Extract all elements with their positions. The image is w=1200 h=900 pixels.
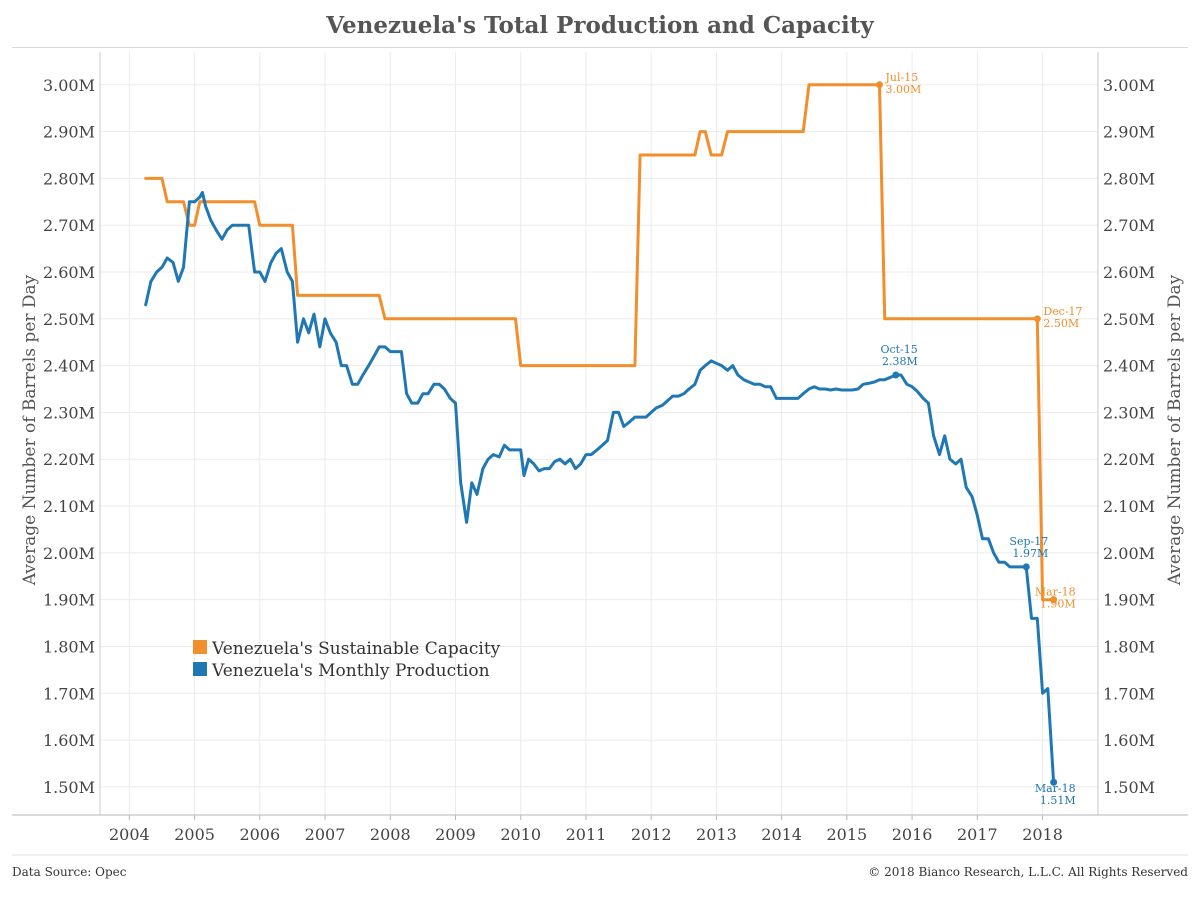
annotation-value: 1.90M xyxy=(1040,598,1076,611)
x-tick-label: 2008 xyxy=(370,825,411,844)
annotation-date: Dec-17 xyxy=(1043,305,1082,318)
legend: Venezuela's Sustainable Capacity Venezue… xyxy=(193,639,501,681)
y-tick-label-left: 2.70M xyxy=(43,216,95,235)
y-tick-label-right: 2.70M xyxy=(1103,216,1155,235)
annotation-date: Jul-15 xyxy=(884,71,918,84)
y-tick-label-right: 3.00M xyxy=(1103,76,1155,95)
chart-title: Venezuela's Total Production and Capacit… xyxy=(326,12,874,39)
x-tick-label: 2011 xyxy=(566,825,607,844)
annotation-date: Mar-18 xyxy=(1035,782,1076,795)
y-tick-label-right: 2.80M xyxy=(1103,169,1155,188)
annotation-value: 1.97M xyxy=(1012,547,1048,560)
title-divider xyxy=(12,47,1188,48)
y-tick-label-right: 2.00M xyxy=(1103,544,1155,563)
legend-label-capacity: Venezuela's Sustainable Capacity xyxy=(211,639,501,659)
y-axis-left: 1.50M 1.60M 1.70M 1.80M 1.90M 2.00M 2.10M 2.20M… xyxy=(43,76,95,797)
x-tick-label: 2017 xyxy=(957,825,998,844)
x-axis: 2004 2005 2006 2007 2008 2009 2010 2011 2012 2013… xyxy=(109,815,1063,844)
series-lines xyxy=(144,83,1056,784)
y-tick-label-right: 2.20M xyxy=(1103,450,1155,469)
annotation-value: 3.00M xyxy=(885,83,921,96)
x-tick-label: 2005 xyxy=(174,825,215,844)
annotation-marker xyxy=(1022,563,1030,571)
annotation-marker xyxy=(1033,315,1041,323)
y-tick-label-left: 2.60M xyxy=(43,263,95,282)
y-tick-label-right: 1.50M xyxy=(1103,778,1155,797)
plot-frame xyxy=(12,52,1188,856)
y-tick-label-left: 2.40M xyxy=(43,357,95,376)
y-tick-label-right: 2.60M xyxy=(1103,263,1155,282)
y-tick-label-right: 2.30M xyxy=(1103,403,1155,422)
y-axis-title-left: Average Number of Barrels per Day xyxy=(20,274,40,586)
y-tick-label-left: 1.90M xyxy=(43,591,95,610)
production-line xyxy=(144,190,1056,784)
y-tick-label-right: 2.10M xyxy=(1103,497,1155,516)
copyright-note: © 2018 Bianco Research, L.L.C. All Right… xyxy=(868,865,1188,879)
annotation-value: 2.38M xyxy=(882,355,918,368)
legend-swatch-capacity xyxy=(193,640,207,654)
annotation-date: Mar-18 xyxy=(1035,586,1076,599)
y-tick-label-right: 2.50M xyxy=(1103,310,1155,329)
annotation-value: 1.51M xyxy=(1040,794,1076,807)
capacity-line xyxy=(144,83,1056,602)
x-tick-label: 2009 xyxy=(435,825,476,844)
annotation-date: Sep-17 xyxy=(1009,535,1048,548)
annotation-marker xyxy=(1050,778,1058,786)
x-tick-label: 2013 xyxy=(696,825,737,844)
x-tick-label: 2016 xyxy=(892,825,933,844)
y-tick-label-left: 2.30M xyxy=(43,403,95,422)
y-tick-label-left: 1.70M xyxy=(43,684,95,703)
point-annotations: Jul-153.00MDec-172.50MMar-181.90MOct-152… xyxy=(875,71,1083,807)
y-tick-label-left: 2.90M xyxy=(43,123,95,142)
x-tick-label: 2007 xyxy=(305,825,346,844)
y-tick-label-right: 1.90M xyxy=(1103,591,1155,610)
annotation-marker xyxy=(875,81,883,89)
y-axis-title-right: Average Number of Barrels per Day xyxy=(1165,274,1185,586)
y-tick-label-left: 3.00M xyxy=(43,76,95,95)
y-tick-label-right: 2.40M xyxy=(1103,357,1155,376)
y-axis-right: 1.50M 1.60M 1.70M 1.80M 1.90M 2.00M 2.10M 2.20M… xyxy=(1103,76,1155,797)
x-tick-label: 2018 xyxy=(1022,825,1063,844)
legend-label-production: Venezuela's Monthly Production xyxy=(211,661,490,681)
annotation-marker xyxy=(892,371,900,379)
y-tick-label-left: 1.60M xyxy=(43,731,95,750)
annotation-date: Oct-15 xyxy=(880,343,917,356)
x-tick-label: 2010 xyxy=(500,825,541,844)
y-tick-label-right: 1.80M xyxy=(1103,637,1155,656)
x-tick-label: 2015 xyxy=(827,825,868,844)
y-tick-label-left: 2.50M xyxy=(43,310,95,329)
legend-swatch-production xyxy=(193,662,207,676)
y-tick-label-left: 1.50M xyxy=(43,778,95,797)
y-tick-label-right: 1.60M xyxy=(1103,731,1155,750)
x-tick-label: 2012 xyxy=(631,825,672,844)
annotation-marker xyxy=(1050,596,1058,604)
y-tick-label-right: 1.70M xyxy=(1103,684,1155,703)
y-tick-label-left: 1.80M xyxy=(43,637,95,656)
x-tick-label: 2006 xyxy=(239,825,280,844)
data-source-note: Data Source: Opec xyxy=(12,865,127,879)
annotation-value: 2.50M xyxy=(1043,317,1079,330)
y-tick-label-left: 2.80M xyxy=(43,169,95,188)
x-tick-label: 2014 xyxy=(761,825,802,844)
y-tick-label-left: 2.00M xyxy=(43,544,95,563)
gridlines xyxy=(100,52,1098,815)
x-tick-label: 2004 xyxy=(109,825,150,844)
y-tick-label-right: 2.90M xyxy=(1103,123,1155,142)
y-tick-label-left: 2.20M xyxy=(43,450,95,469)
y-tick-label-left: 2.10M xyxy=(43,497,95,516)
